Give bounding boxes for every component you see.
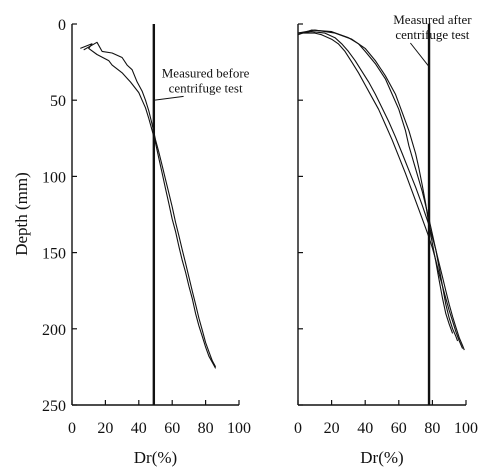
y-tick-label: 50 [50,93,66,110]
x-tick-label: 80 [198,420,214,437]
y-tick-label: 0 [58,17,66,34]
y-tick-label: 150 [42,246,66,263]
x-tick-label: 60 [391,420,407,437]
x-tick-label: 20 [324,420,340,437]
annotation-line-2: centrifuge test [395,27,469,42]
x-tick-label: 0 [294,420,302,437]
annotation-leader [153,95,184,101]
series-line-2 [83,41,217,368]
y-tick-label: 250 [42,398,66,415]
x-tick-label: 40 [131,420,147,437]
series-line-4 [297,29,454,334]
x-axis-title: Dr(%) [360,448,403,467]
right-panel: 0 20 40 60 80 100 Dr(%) Measured aftercentrifug… [294,12,478,467]
annotation-line-2: centrifuge test [169,80,243,95]
x-tick-label: 60 [164,420,180,437]
x-tick-label: 100 [454,420,478,437]
y-tick-label: 200 [42,322,66,339]
y-axis-title: Depth (mm) [12,172,31,256]
x-tick-label: 20 [97,420,113,437]
series-line-1 [298,32,464,349]
annotation-leader [410,42,430,67]
x-tick-label: 100 [227,420,251,437]
x-tick-label: 40 [357,420,373,437]
x-tick-label: 0 [68,420,76,437]
annotation-line-1: Measured before [162,65,250,80]
series-line-3 [297,29,459,342]
x-tick-label: 80 [424,420,440,437]
y-tick-label: 100 [42,169,66,186]
series-line-2 [297,31,465,351]
annotation-line-1: Measured after [393,12,472,27]
x-axis-title: Dr(%) [134,448,177,467]
left-panel: 0 20 40 60 80 100 0 50 100 150 200 250 Dr(%) Measured… [42,17,251,467]
series-line-1 [80,43,217,369]
